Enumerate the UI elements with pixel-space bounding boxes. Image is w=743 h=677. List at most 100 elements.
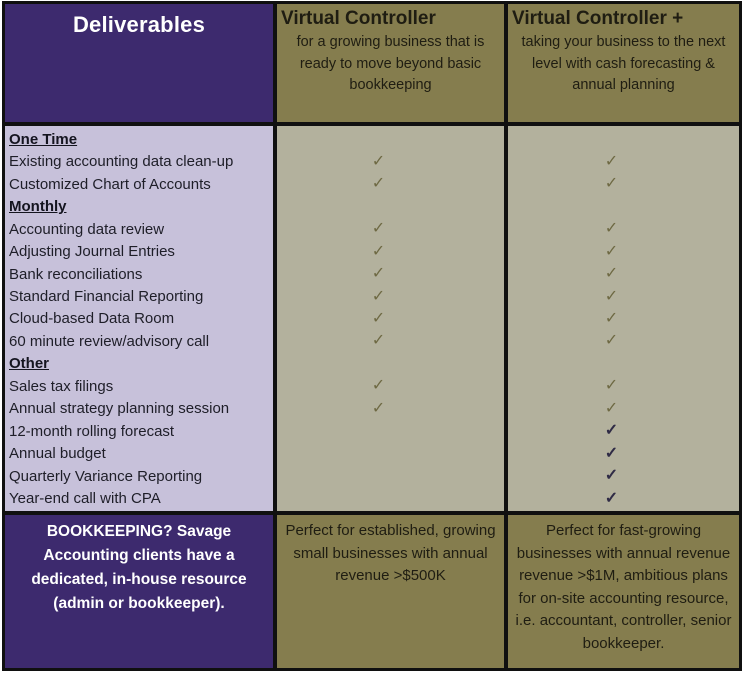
deliverable-label: Standard Financial Reporting [9,288,204,306]
deliverable-row: Adjusting Journal Entries [5,240,273,262]
vcp-check-row: ✓ [508,465,739,487]
vc-check-row: ✓ [277,308,504,330]
check-icon: ✓ [604,242,619,260]
deliverable-label: Year-end call with CPA [9,490,161,508]
deliverable-label: 12-month rolling forecast [9,422,175,440]
check-icon: ✓ [604,399,619,417]
check-icon: ✓ [371,242,386,260]
bookkeeping-note: BOOKKEEPING? Savage Accounting clients h… [31,523,247,613]
check-icon: ✓ [604,444,619,462]
section-row: One Time [5,128,273,150]
check-icon: ✓ [371,377,386,395]
vc-check-row [277,420,504,442]
check-icon: ✓ [371,265,386,283]
check-icon: ✓ [371,220,386,238]
check-icon: ✓ [371,152,386,170]
vc-check-row: ✓ [277,285,504,307]
deliverable-row: Sales tax filings [5,375,273,397]
vcp-check-row: ✓ [508,218,739,240]
deliverables-header-cell: Deliverables [5,4,273,122]
vc-header-cell: Virtual Controller for a growing busines… [277,4,504,122]
check-icon: ✓ [604,377,619,395]
vcp-check-row: ✓ [508,398,739,420]
deliverable-row: Standard Financial Reporting [5,285,273,307]
vcp-check-row: ✓ [508,285,739,307]
deliverable-label: Accounting data review [9,220,165,238]
check-icon: ✓ [604,265,619,283]
vc-title: Virtual Controller [281,8,436,29]
vc-check-row: ✓ [277,330,504,352]
deliverables-title: Deliverables [72,12,206,37]
vcp-footer-note: Perfect for fast-growing businesses with… [515,522,732,652]
deliverable-row: Year-end call with CPA [5,488,273,510]
check-icon: ✓ [371,175,386,193]
check-icon: ✓ [604,489,619,507]
vc-check-row: ✓ [277,173,504,195]
check-icon: ✓ [604,175,619,193]
vcp-check-row: ✓ [508,308,739,330]
check-icon: ✓ [371,309,386,327]
vcp-check-row: ✓ [508,375,739,397]
deliverable-label: Existing accounting data clean-up [9,153,234,171]
deliverable-label: 60 minute review/advisory call [9,332,210,350]
deliverable-row: Annual strategy planning session [5,398,273,420]
deliverable-label: Sales tax filings [9,377,114,395]
vcp-check-row: ✓ [508,420,739,442]
deliverable-row: Existing accounting data clean-up [5,150,273,172]
vcp-check-row [508,128,739,150]
check-icon: ✓ [371,287,386,305]
deliverable-row: Customized Chart of Accounts [5,173,273,195]
check-icon: ✓ [604,332,619,350]
section-label: Monthly [9,198,67,216]
deliverable-label: Quarterly Variance Reporting [9,467,203,485]
vcp-footer-cell: Perfect for fast-growing businesses with… [508,515,739,668]
section-label: Other [9,355,50,373]
check-icon: ✓ [604,152,619,170]
vcp-check-row: ✓ [508,173,739,195]
vc-check-row: ✓ [277,263,504,285]
deliverable-label: Customized Chart of Accounts [9,175,211,193]
check-icon: ✓ [371,399,386,417]
check-icon: ✓ [371,332,386,350]
vc-check-row: ✓ [277,218,504,240]
vc-check-row [277,195,504,217]
vc-check-column: ✓ ✓ ✓ ✓ ✓ ✓ ✓ ✓ ✓ ✓ [277,126,504,511]
vcp-check-row [508,195,739,217]
vcp-subtitle: taking your business to the next level w… [521,33,726,94]
deliverable-label: Annual budget [9,445,106,463]
vcp-check-row: ✓ [508,443,739,465]
vc-check-row [277,443,504,465]
deliverables-list: One Time Existing accounting data clean-u… [5,126,273,511]
vc-check-row [277,465,504,487]
bookkeeping-note-cell: BOOKKEEPING? Savage Accounting clients h… [5,515,273,668]
check-icon: ✓ [604,467,619,485]
check-icon: ✓ [604,287,619,305]
vc-check-row: ✓ [277,375,504,397]
vcp-check-row: ✓ [508,150,739,172]
deliverable-label: Cloud-based Data Room [9,310,175,328]
deliverable-row: 60 minute review/advisory call [5,330,273,352]
deliverable-label: Adjusting Journal Entries [9,243,175,261]
vcp-header-cell: Virtual Controller + taking your busines… [508,4,739,122]
vc-check-row: ✓ [277,150,504,172]
deliverable-label: Bank reconciliations [9,265,143,283]
section-label: One Time [9,130,78,148]
vcp-check-row: ✓ [508,263,739,285]
section-row: Monthly [5,195,273,217]
vc-check-row [277,128,504,150]
deliverable-row: Accounting data review [5,218,273,240]
vcp-check-row: ✓ [508,330,739,352]
vcp-check-column: ✓ ✓ ✓ ✓ ✓ ✓ ✓ ✓ ✓ ✓ ✓ ✓ ✓ ✓ [508,126,739,511]
vc-check-row: ✓ [277,240,504,262]
deliverable-label: Annual strategy planning session [9,400,230,418]
check-icon: ✓ [604,422,619,440]
vc-check-row [277,353,504,375]
deliverable-row: Annual budget [5,443,273,465]
deliverable-row: 12-month rolling forecast [5,420,273,442]
check-icon: ✓ [604,220,619,238]
vcp-check-row [508,353,739,375]
deliverable-row: Quarterly Variance Reporting [5,465,273,487]
vcp-check-row: ✓ [508,488,739,510]
vc-check-row [277,488,504,510]
vcp-title: Virtual Controller + [512,8,684,29]
